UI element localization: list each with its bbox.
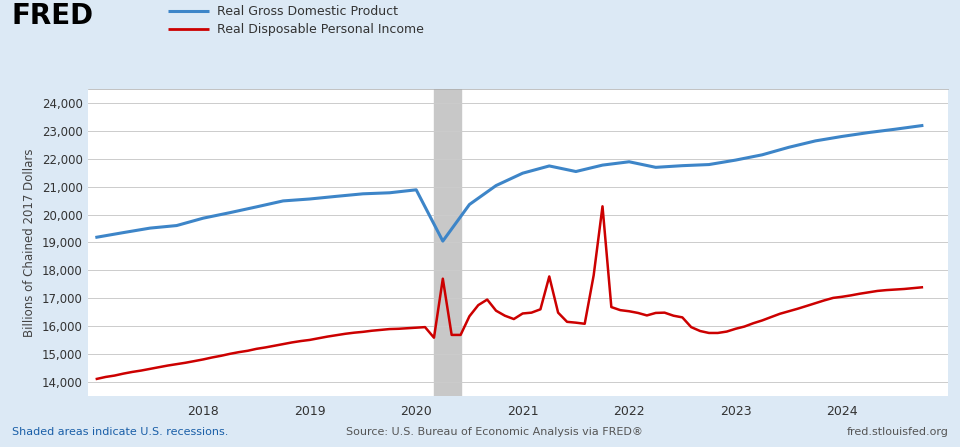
Bar bbox=[434, 89, 461, 396]
Y-axis label: Billions of Chained 2017 Dollars: Billions of Chained 2017 Dollars bbox=[23, 148, 36, 337]
Text: Source: U.S. Bureau of Economic Analysis via FRED®: Source: U.S. Bureau of Economic Analysis… bbox=[346, 427, 642, 437]
Text: Real Disposable Personal Income: Real Disposable Personal Income bbox=[217, 22, 423, 36]
Text: FRED: FRED bbox=[12, 2, 94, 30]
Text: Shaded areas indicate U.S. recessions.: Shaded areas indicate U.S. recessions. bbox=[12, 427, 228, 437]
Text: Real Gross Domestic Product: Real Gross Domestic Product bbox=[217, 4, 398, 18]
Text: fred.stlouisfed.org: fred.stlouisfed.org bbox=[847, 427, 948, 437]
